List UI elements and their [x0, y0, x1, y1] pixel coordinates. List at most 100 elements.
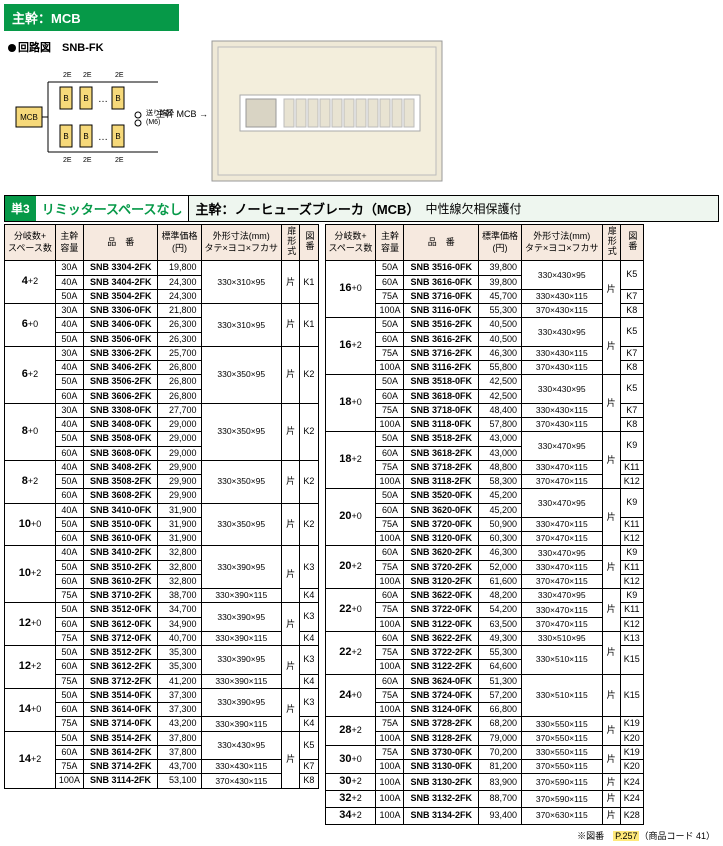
door-type: 片 [282, 688, 300, 731]
price: 45,200 [479, 503, 522, 517]
capacity: 30A [55, 261, 83, 275]
part-number: SNB 3512-2FK [83, 646, 158, 660]
dimensions: 330×390×115 [201, 674, 282, 688]
part-number: SNB 3506-2FK [83, 375, 158, 389]
dimensions: 330×430×95 [522, 318, 603, 347]
figure-ref: K5 [300, 731, 318, 760]
figure-ref: K28 [620, 807, 643, 824]
dimensions: 330×390×95 [201, 688, 282, 717]
figure-ref: K5 [620, 318, 643, 347]
dimensions: 330×390×95 [201, 646, 282, 675]
svg-text:2E: 2E [63, 72, 72, 79]
capacity: 100A [376, 731, 404, 745]
part-number: SNB 3120-2FK [404, 574, 479, 588]
price: 26,300 [158, 332, 201, 346]
branch-count: 20+2 [325, 546, 376, 589]
part-number: SNB 3504-2FK [83, 289, 158, 303]
footnote: ※図番 P.257（商品コード 41） [0, 829, 723, 846]
capacity: 75A [376, 603, 404, 617]
price: 40,500 [479, 318, 522, 332]
part-number: SNB 3718-0FK [404, 403, 479, 417]
price: 37,300 [158, 703, 201, 717]
figure-ref: K3 [300, 688, 318, 717]
dimensions: 330×470×115 [522, 517, 603, 531]
price: 35,300 [158, 660, 201, 674]
price: 29,900 [158, 475, 201, 489]
dimensions: 330×390×95 [201, 546, 282, 589]
part-number: SNB 3618-0FK [404, 389, 479, 403]
svg-text:2E: 2E [83, 157, 92, 164]
spec-row: 6+230ASNB 3306-2FK25,700330×350×95片K2 [5, 346, 319, 360]
price: 24,300 [158, 289, 201, 303]
capacity: 60A [376, 589, 404, 603]
figure-ref: K12 [620, 532, 643, 546]
part-number: SNB 3722-2FK [404, 646, 479, 660]
subheader-badge: 単3 [5, 196, 36, 221]
price: 43,000 [479, 432, 522, 446]
capacity: 50A [376, 318, 404, 332]
figure-ref: K20 [620, 760, 643, 774]
svg-text:B: B [115, 132, 120, 141]
price: 42,500 [479, 389, 522, 403]
capacity: 75A [376, 745, 404, 759]
part-number: SNB 3722-0FK [404, 603, 479, 617]
price: 51,300 [479, 674, 522, 688]
capacity: 75A [55, 589, 83, 603]
price: 45,200 [479, 489, 522, 503]
branch-count: 30+2 [325, 774, 376, 791]
figure-ref: K4 [300, 631, 318, 645]
price: 55,300 [479, 646, 522, 660]
price: 29,000 [158, 418, 201, 432]
capacity: 60A [376, 546, 404, 560]
spec-row: 32+2100ASNB 3132-2FK88,700370×590×115片K2… [325, 791, 643, 808]
part-number: SNB 3728-2FK [404, 717, 479, 731]
dimensions: 330×430×95 [522, 375, 603, 404]
door-type: 片 [602, 791, 620, 808]
figure-ref: K7 [620, 403, 643, 417]
branch-count: 22+2 [325, 631, 376, 674]
door-type: 片 [282, 646, 300, 689]
capacity: 100A [376, 617, 404, 631]
capacity: 60A [55, 703, 83, 717]
part-number: SNB 3720-2FK [404, 560, 479, 574]
part-number: SNB 3614-2FK [83, 745, 158, 759]
part-number: SNB 3518-2FK [404, 432, 479, 446]
capacity: 40A [55, 503, 83, 517]
dimensions: 330×430×95 [522, 261, 603, 290]
price: 32,800 [158, 560, 201, 574]
capacity: 75A [376, 517, 404, 531]
svg-text:…: … [98, 132, 108, 143]
price: 39,800 [479, 261, 522, 275]
col-header: 標準価格(円) [158, 225, 201, 261]
part-number: SNB 3608-2FK [83, 489, 158, 503]
spec-table-left: 分岐数+スペース数主幹容量品 番標準価格(円)外形寸法(mm)タテ×ヨコ×フカサ… [4, 224, 319, 789]
part-number: SNB 3510-2FK [83, 560, 158, 574]
dimensions: 370×430×115 [522, 304, 603, 318]
capacity: 50A [376, 489, 404, 503]
price: 29,000 [158, 432, 201, 446]
branch-count: 6+0 [5, 304, 56, 347]
dimensions: 370×470×115 [522, 617, 603, 631]
capacity: 50A [55, 603, 83, 617]
part-number: SNB 3616-2FK [404, 332, 479, 346]
price: 21,800 [158, 304, 201, 318]
part-number: SNB 3304-2FK [83, 261, 158, 275]
capacity: 50A [55, 731, 83, 745]
part-number: SNB 3116-0FK [404, 304, 479, 318]
capacity: 100A [376, 760, 404, 774]
capacity: 100A [376, 660, 404, 674]
capacity: 30A [55, 403, 83, 417]
price: 29,000 [158, 446, 201, 460]
spec-row: 22+060ASNB 3622-0FK48,200330×470×95片K9 [325, 589, 643, 603]
door-type: 片 [602, 318, 620, 375]
dimensions: 330×390×115 [201, 631, 282, 645]
capacity: 100A [55, 774, 83, 788]
svg-text:2E: 2E [115, 72, 124, 79]
price: 64,600 [479, 660, 522, 674]
branch-count: 34+2 [325, 807, 376, 824]
price: 79,000 [479, 731, 522, 745]
price: 26,800 [158, 375, 201, 389]
branch-count: 32+2 [325, 791, 376, 808]
part-number: SNB 3518-0FK [404, 375, 479, 389]
figure-ref: K12 [620, 574, 643, 588]
